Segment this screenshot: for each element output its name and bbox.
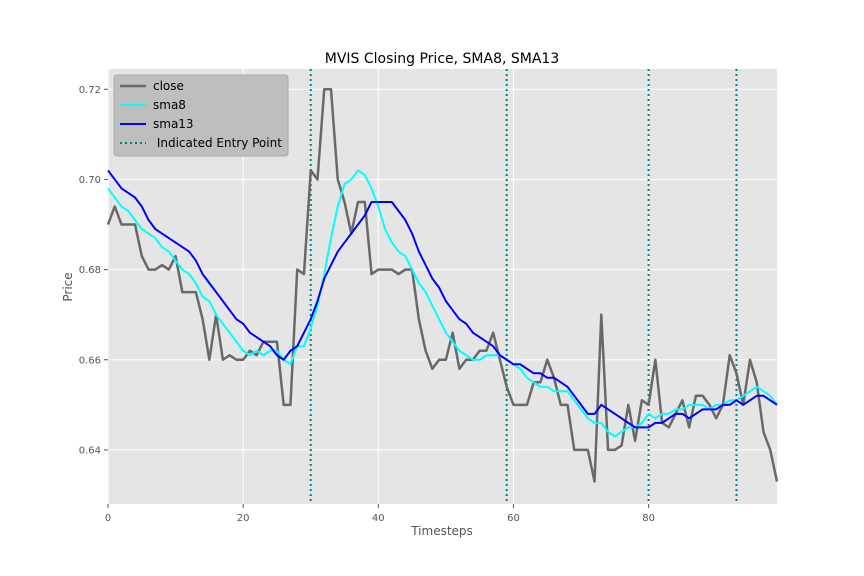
legend-label-entry-point: Indicated Entry Point — [153, 136, 282, 150]
y-tick-label: 0.70 — [79, 175, 101, 186]
x-tick-label: 80 — [642, 513, 655, 524]
series-line-close — [106, 88, 779, 483]
series-line-sma8 — [107, 169, 778, 438]
y-tick-label: 0.66 — [79, 355, 101, 366]
chart-title: MVIS Closing Price, SMA8, SMA13 — [325, 51, 560, 67]
y-tick-label: 0.68 — [79, 265, 101, 276]
x-axis-label: Timesteps — [410, 524, 473, 538]
legend-label-sma8: sma8 — [153, 98, 186, 112]
x-tick-label: 0 — [105, 513, 111, 524]
x-tick-label: 40 — [372, 513, 385, 524]
y-axis-ticks: 0.64 0.66 0.68 0.70 0.72 — [79, 85, 108, 456]
y-tick-label: 0.64 — [79, 445, 101, 456]
y-axis-label: Price — [61, 272, 75, 301]
grid-lines — [107, 69, 777, 504]
x-tick-label: 60 — [507, 513, 520, 524]
legend: close sma8 sma13 Indicated Entry Point — [113, 74, 289, 157]
legend-label-close: close — [153, 79, 184, 93]
x-tick-label: 20 — [237, 513, 250, 524]
series-line-sma13 — [107, 169, 778, 429]
series-lines — [106, 88, 779, 483]
y-tick-label: 0.72 — [79, 85, 101, 96]
legend-box — [113, 74, 289, 157]
legend-label-sma13: sma13 — [153, 117, 194, 131]
x-axis-ticks: 0 20 40 60 80 — [105, 504, 655, 524]
